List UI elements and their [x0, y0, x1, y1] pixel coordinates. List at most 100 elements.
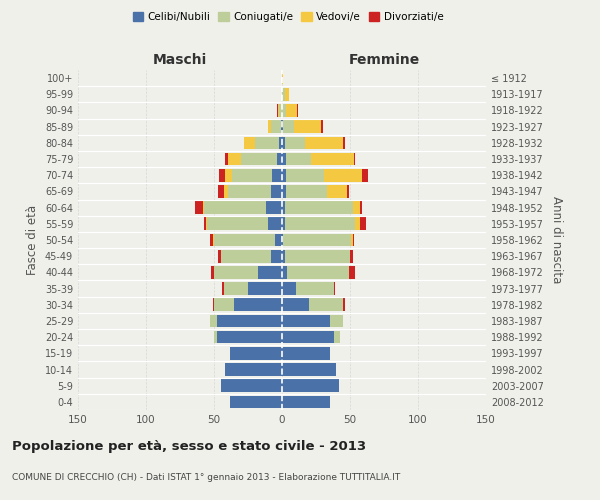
Bar: [218, 185, 224, 198]
Bar: [343, 298, 344, 311]
Bar: [282, 282, 296, 295]
Bar: [282, 136, 285, 149]
Bar: [347, 185, 349, 198]
Bar: [309, 298, 343, 311]
Bar: [222, 282, 224, 295]
Bar: [225, 152, 227, 166]
Bar: [257, 266, 282, 278]
Y-axis label: Fasce di età: Fasce di età: [26, 205, 39, 275]
Text: Maschi: Maschi: [153, 53, 207, 67]
Bar: [296, 282, 334, 295]
Bar: [221, 250, 271, 262]
Bar: [362, 169, 368, 181]
Bar: [282, 266, 287, 278]
Bar: [350, 250, 353, 262]
Bar: [279, 136, 282, 149]
Bar: [277, 152, 282, 166]
Text: COMUNE DI CRECCHIO (CH) - Dati ISTAT 1° gennaio 2013 - Elaborazione TUTTITALIA.I: COMUNE DI CRECCHIO (CH) - Dati ISTAT 1° …: [12, 473, 400, 482]
Bar: [224, 282, 248, 295]
Bar: [205, 202, 266, 214]
Bar: [275, 234, 282, 246]
Bar: [282, 72, 283, 85]
Bar: [241, 152, 277, 166]
Bar: [232, 169, 272, 181]
Bar: [282, 202, 285, 214]
Bar: [266, 202, 282, 214]
Bar: [285, 88, 289, 101]
Bar: [281, 120, 282, 133]
Bar: [286, 152, 311, 166]
Bar: [279, 104, 282, 117]
Bar: [212, 298, 214, 311]
Bar: [285, 218, 355, 230]
Bar: [268, 218, 282, 230]
Bar: [282, 363, 337, 376]
Bar: [355, 218, 359, 230]
Bar: [359, 202, 362, 214]
Bar: [349, 266, 355, 278]
Bar: [255, 136, 279, 149]
Bar: [359, 218, 367, 230]
Bar: [225, 363, 282, 376]
Bar: [327, 185, 347, 198]
Bar: [203, 202, 205, 214]
Legend: Celibi/Nubili, Coniugati/e, Vedovi/e, Divorziati/e: Celibi/Nubili, Coniugati/e, Vedovi/e, Di…: [128, 8, 448, 26]
Bar: [297, 104, 298, 117]
Bar: [282, 152, 286, 166]
Bar: [230, 396, 282, 408]
Bar: [285, 136, 305, 149]
Bar: [221, 380, 282, 392]
Bar: [271, 120, 281, 133]
Bar: [227, 152, 241, 166]
Bar: [235, 298, 282, 311]
Bar: [343, 136, 344, 149]
Bar: [195, 202, 203, 214]
Bar: [322, 120, 323, 133]
Bar: [353, 234, 354, 246]
Bar: [212, 234, 214, 246]
Bar: [205, 218, 206, 230]
Bar: [282, 104, 286, 117]
Bar: [311, 152, 354, 166]
Bar: [283, 234, 352, 246]
Y-axis label: Anni di nascita: Anni di nascita: [550, 196, 563, 284]
Bar: [277, 104, 278, 117]
Text: Femmine: Femmine: [349, 53, 419, 67]
Bar: [214, 234, 275, 246]
Bar: [230, 347, 282, 360]
Bar: [227, 185, 271, 198]
Bar: [334, 331, 340, 344]
Bar: [287, 266, 349, 278]
Bar: [268, 120, 271, 133]
Bar: [282, 218, 285, 230]
Bar: [278, 104, 279, 117]
Bar: [353, 202, 359, 214]
Bar: [282, 396, 329, 408]
Bar: [244, 136, 255, 149]
Bar: [282, 380, 339, 392]
Bar: [286, 185, 327, 198]
Bar: [217, 331, 282, 344]
Bar: [282, 250, 285, 262]
Bar: [282, 88, 285, 101]
Bar: [271, 250, 282, 262]
Bar: [282, 331, 334, 344]
Bar: [206, 218, 207, 230]
Bar: [225, 169, 232, 181]
Bar: [282, 120, 283, 133]
Bar: [214, 298, 235, 311]
Bar: [286, 104, 297, 117]
Bar: [324, 169, 362, 181]
Bar: [214, 331, 217, 344]
Bar: [214, 266, 257, 278]
Text: Popolazione per età, sesso e stato civile - 2013: Popolazione per età, sesso e stato civil…: [12, 440, 366, 453]
Bar: [282, 169, 286, 181]
Bar: [334, 282, 335, 295]
Bar: [217, 314, 282, 328]
Bar: [329, 314, 343, 328]
Bar: [224, 185, 227, 198]
Bar: [282, 314, 329, 328]
Bar: [354, 152, 355, 166]
Bar: [211, 266, 214, 278]
Bar: [285, 250, 350, 262]
